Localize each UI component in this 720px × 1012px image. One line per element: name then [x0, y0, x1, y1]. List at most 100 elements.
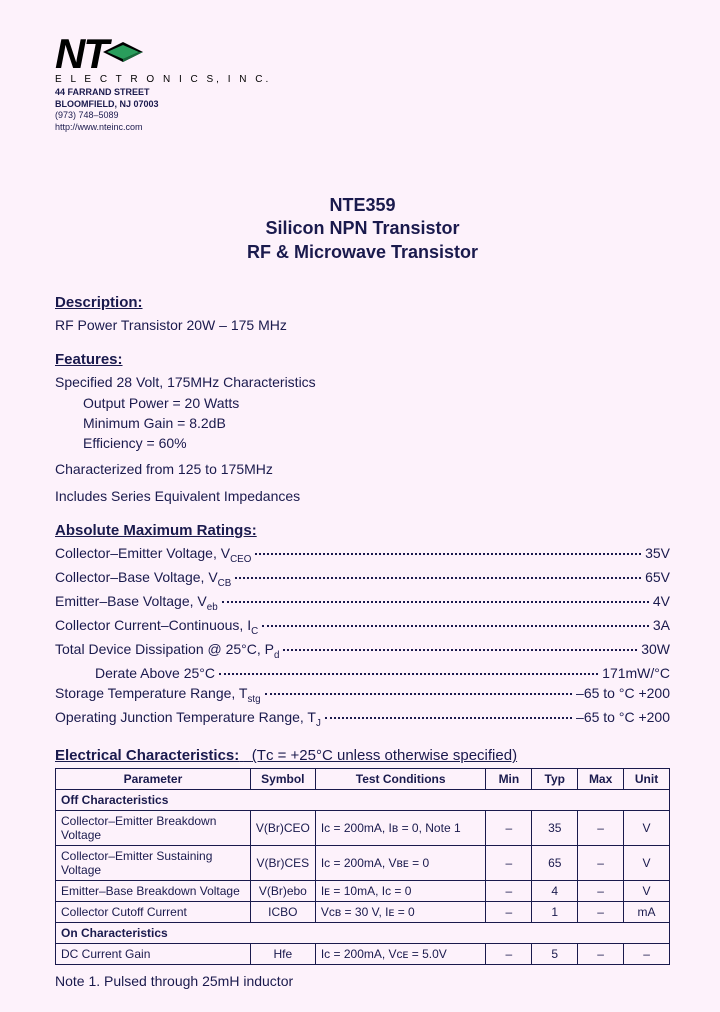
addr-phone: (973) 748–5089	[55, 110, 670, 122]
table-cell: Iᴄ = 200mA, Iʙ = 0, Note 1	[315, 811, 486, 846]
table-cell: V(Br)CES	[250, 846, 315, 881]
electrical-section: Electrical Characteristics: (Tᴄ = +25°C …	[55, 747, 670, 965]
electrical-heading: Electrical Characteristics: (Tᴄ = +25°C …	[55, 747, 670, 764]
company-header: NT E L E C T R O N I C S, I N C. 44 FARR…	[55, 30, 670, 134]
table-row: Collector–Emitter Sustaining VoltageV(Br…	[56, 846, 670, 881]
rating-label: Emitter–Base Voltage, Veb	[55, 591, 218, 615]
feature-sub: Output Power = 20 Watts	[55, 395, 239, 411]
company-address: 44 FARRAND STREET BLOOMFIELD, NJ 07003 (…	[55, 87, 670, 134]
col-parameter: Parameter	[56, 769, 251, 790]
feature-sub: Minimum Gain = 8.2dB	[55, 415, 226, 431]
rating-value: 3A	[653, 615, 670, 635]
feature-item: Characterized from 125 to 175MHz	[55, 459, 670, 479]
table-cell: –	[486, 902, 532, 923]
table-cell: mA	[624, 902, 670, 923]
ratings-heading: Absolute Maximum Ratings:	[55, 522, 670, 539]
leader-dots	[235, 577, 641, 579]
rating-value: 171mW/°C	[602, 663, 670, 683]
table-cell: –	[578, 902, 624, 923]
table-row: Emitter–Base Breakdown VoltageV(Br)eboIᴇ…	[56, 881, 670, 902]
rating-line: Collector–Base Voltage, VCB 65V	[55, 567, 670, 591]
table-cell: –	[578, 846, 624, 881]
table-cell: V	[624, 846, 670, 881]
table-cell: 1	[532, 902, 578, 923]
table-cell: 4	[532, 881, 578, 902]
rating-value: 35V	[645, 543, 670, 563]
table-row: Collector Cutoff CurrentICBOVᴄʙ = 30 V, …	[56, 902, 670, 923]
table-cell: Iᴄ = 200mA, Vᴄᴇ = 5.0V	[315, 944, 486, 965]
rating-label: Collector Current–Continuous, IC	[55, 615, 258, 639]
addr-city: BLOOMFIELD, NJ 07003	[55, 99, 670, 111]
section-label: On Characteristics	[56, 923, 670, 944]
logo: NT	[55, 30, 670, 78]
rating-label: Collector–Emitter Voltage, VCEO	[55, 543, 251, 567]
title-type: Silicon NPN Transistor	[55, 217, 670, 240]
rating-value: 4V	[653, 591, 670, 611]
rating-line: Emitter–Base Voltage, Veb 4V	[55, 591, 670, 615]
table-cell: ICBO	[250, 902, 315, 923]
rating-value: –65 to °C +200	[576, 683, 670, 703]
table-header-row: Parameter Symbol Test Conditions Min Typ…	[56, 769, 670, 790]
table-cell: –	[578, 881, 624, 902]
features-heading: Features:	[55, 351, 670, 368]
feature-item: Includes Series Equivalent Impedances	[55, 486, 670, 506]
table-cell: Collector–Emitter Breakdown Voltage	[56, 811, 251, 846]
table-cell: V	[624, 811, 670, 846]
title-block: NTE359 Silicon NPN Transistor RF & Micro…	[55, 194, 670, 264]
table-section-row: On Characteristics	[56, 923, 670, 944]
table-section-row: Off Characteristics	[56, 790, 670, 811]
rating-line: Total Device Dissipation @ 25°C, Pd 30W	[55, 639, 670, 663]
description-heading: Description:	[55, 294, 670, 311]
features-section: Features: Specified 28 Volt, 175MHz Char…	[55, 351, 670, 506]
col-typ: Typ	[532, 769, 578, 790]
rating-value: 30W	[641, 639, 670, 659]
table-cell: –	[486, 944, 532, 965]
col-max: Max	[578, 769, 624, 790]
table-cell: 5	[532, 944, 578, 965]
table-row: DC Current GainHfeIᴄ = 200mA, Vᴄᴇ = 5.0V…	[56, 944, 670, 965]
table-cell: Collector–Emitter Sustaining Voltage	[56, 846, 251, 881]
title-part-number: NTE359	[55, 194, 670, 217]
col-min: Min	[486, 769, 532, 790]
table-cell: –	[486, 881, 532, 902]
table-cell: V(Br)ebo	[250, 881, 315, 902]
title-category: RF & Microwave Transistor	[55, 241, 670, 264]
feature-item: Specified 28 Volt, 175MHz Characteristic…	[55, 372, 670, 453]
feature-text: Specified 28 Volt, 175MHz Characteristic…	[55, 374, 316, 390]
rating-value: –65 to °C +200	[576, 707, 670, 727]
col-conditions: Test Conditions	[315, 769, 486, 790]
section-label: Off Characteristics	[56, 790, 670, 811]
feature-sub: Efficiency = 60%	[55, 435, 187, 451]
table-cell: –	[578, 811, 624, 846]
description-section: Description: RF Power Transistor 20W – 1…	[55, 294, 670, 335]
rating-label: Storage Temperature Range, Tstg	[55, 683, 261, 707]
leader-dots	[283, 649, 637, 651]
table-cell: V(Br)CEO	[250, 811, 315, 846]
rating-label: Collector–Base Voltage, VCB	[55, 567, 231, 591]
table-cell: –	[486, 811, 532, 846]
table-cell: 35	[532, 811, 578, 846]
leader-dots	[265, 693, 572, 695]
rating-line: Collector Current–Continuous, IC 3A	[55, 615, 670, 639]
table-cell: –	[624, 944, 670, 965]
elec-condition-note: (Tᴄ = +25°C unless otherwise specified)	[252, 747, 517, 764]
company-name: E L E C T R O N I C S, I N C.	[55, 74, 670, 85]
leader-dots	[219, 673, 598, 675]
rating-line: Collector–Emitter Voltage, VCEO 35V	[55, 543, 670, 567]
table-cell: Emitter–Base Breakdown Voltage	[56, 881, 251, 902]
logo-diamond-icon	[103, 38, 143, 71]
addr-url: http://www.nteinc.com	[55, 122, 670, 134]
table-cell: Vᴄʙ = 30 V, Iᴇ = 0	[315, 902, 486, 923]
table-row: Collector–Emitter Breakdown VoltageV(Br)…	[56, 811, 670, 846]
table-cell: 65	[532, 846, 578, 881]
rating-line: Derate Above 25°C 171mW/°C	[55, 663, 670, 683]
table-cell: Hfe	[250, 944, 315, 965]
table-cell: Iᴇ = 10mA, Iᴄ = 0	[315, 881, 486, 902]
table-cell: DC Current Gain	[56, 944, 251, 965]
leader-dots	[255, 553, 641, 555]
footnote: Note 1. Pulsed through 25mH inductor	[55, 973, 670, 989]
table-cell: –	[486, 846, 532, 881]
rating-label: Derate Above 25°C	[95, 663, 215, 683]
ratings-section: Absolute Maximum Ratings: Collector–Emit…	[55, 522, 670, 731]
description-text: RF Power Transistor 20W – 175 MHz	[55, 315, 670, 335]
